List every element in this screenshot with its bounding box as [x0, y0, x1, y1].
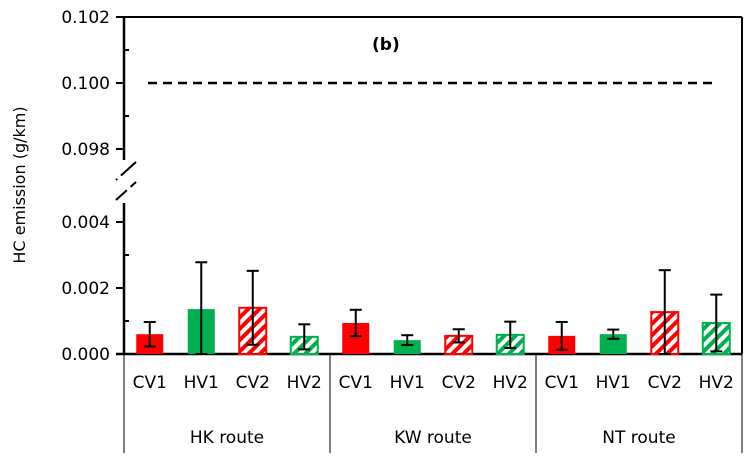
axis-break-gap — [116, 174, 132, 192]
y-tick-label: 0.100 — [61, 74, 110, 94]
category-label: HV1 — [184, 373, 219, 393]
category-label: CV2 — [442, 373, 476, 393]
category-label: CV2 — [648, 373, 682, 393]
group-label: KW route — [394, 428, 472, 448]
y-tick-label: 0.004 — [61, 213, 110, 233]
y-axis-label: HC emission (g/km) — [10, 106, 29, 263]
axis-break-mark — [115, 181, 137, 201]
y-tick-label: 0.102 — [61, 8, 110, 28]
y-tick-label: 0.002 — [61, 279, 110, 299]
panel-label: (b) — [372, 35, 400, 55]
y-tick-label: 0.000 — [61, 345, 110, 365]
category-label: HV1 — [596, 373, 631, 393]
category-label: CV2 — [236, 373, 270, 393]
category-label: HV2 — [699, 373, 734, 393]
category-label: HV1 — [390, 373, 425, 393]
bar-nt-hv1 — [599, 334, 627, 354]
group-label: NT route — [602, 428, 675, 448]
category-label: HV2 — [287, 373, 322, 393]
y-tick-label: 0.098 — [61, 140, 110, 160]
category-label: CV1 — [545, 373, 579, 393]
bar-kw-hv1 — [393, 340, 421, 354]
group-label: HK route — [190, 428, 264, 448]
category-label: CV1 — [339, 373, 373, 393]
category-label: HV2 — [493, 373, 528, 393]
category-label: CV1 — [133, 373, 167, 393]
